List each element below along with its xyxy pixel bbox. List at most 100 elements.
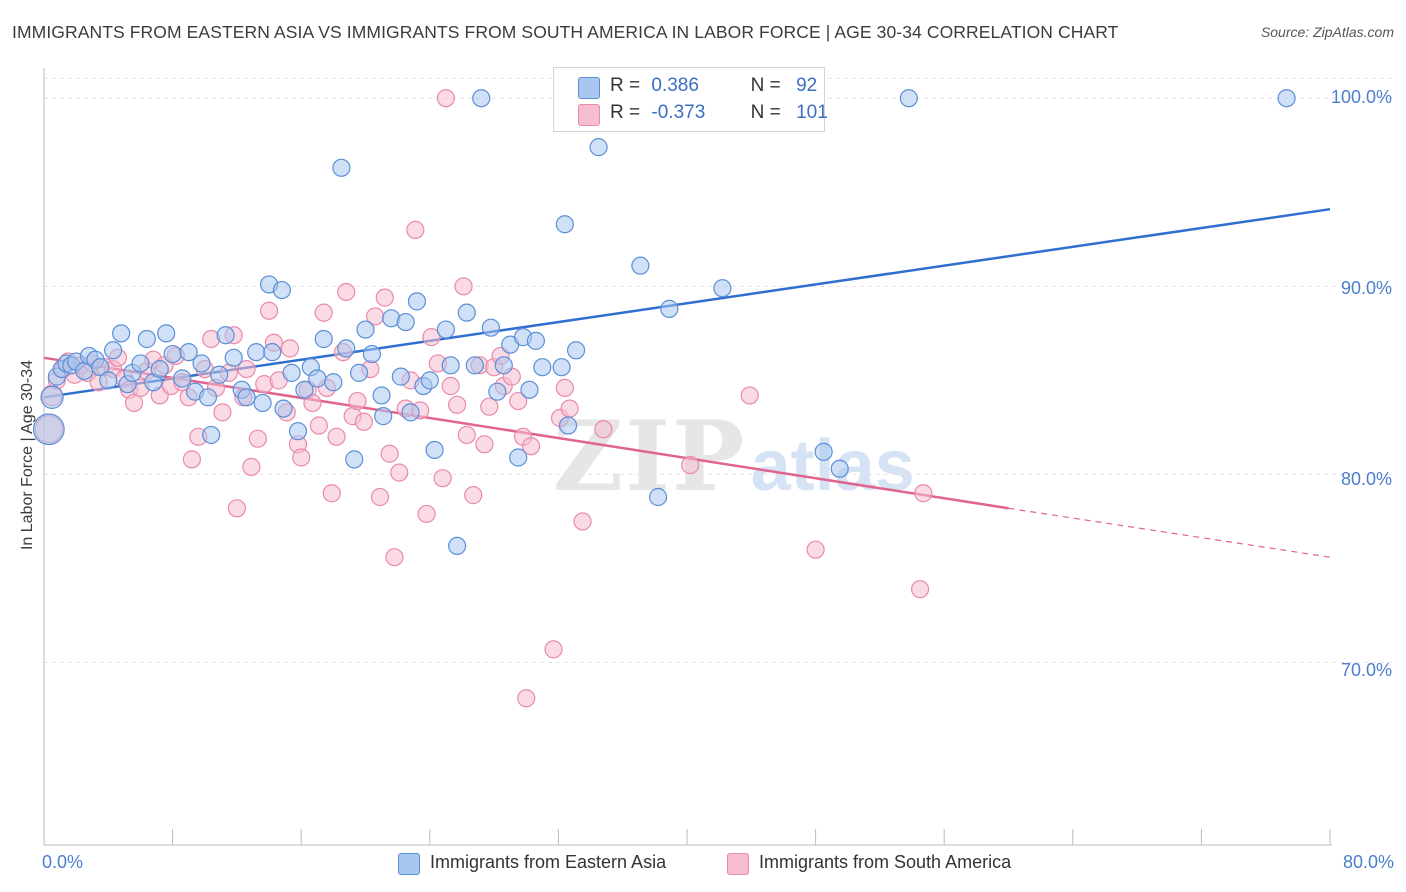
point-south-america: [348, 391, 367, 411]
watermark-zip: ZIP: [553, 400, 747, 513]
point-south-america: [573, 512, 592, 531]
chart-title: IMMIGRANTS FROM EASTERN ASIA VS IMMIGRAN…: [12, 22, 1119, 42]
point-eastern-asia: [349, 363, 369, 382]
point-south-america: [740, 386, 759, 405]
point-eastern-asia: [401, 403, 420, 422]
point-eastern-asia: [526, 331, 545, 350]
point-eastern-asia: [131, 354, 150, 373]
point-south-america: [327, 427, 346, 446]
point-eastern-asia: [396, 312, 415, 332]
point-south-america: [242, 457, 261, 477]
point-eastern-asia: [157, 324, 176, 343]
point-eastern-asia: [494, 356, 513, 375]
point-eastern-asia: [830, 459, 849, 478]
point-eastern-asia: [558, 416, 578, 435]
point-eastern-asia: [407, 292, 427, 311]
point-south-america: [303, 393, 322, 413]
point-eastern-asia: [589, 138, 608, 157]
point-south-america: [390, 463, 409, 482]
point-south-america: [560, 399, 579, 418]
point-eastern-asia: [448, 536, 467, 556]
point-south-america: [914, 484, 933, 503]
legend-row-south-america: R = -0.373 N = 101: [554, 102, 828, 128]
y-tick-100: 100.0%: [1330, 87, 1392, 107]
point-south-america: [457, 425, 476, 445]
point-eastern-asia: [237, 388, 256, 407]
point-eastern-asia: [263, 343, 282, 362]
points-south-america: [34, 89, 933, 708]
point-eastern-asia: [337, 339, 356, 358]
point-eastern-asia: [216, 326, 235, 345]
point-eastern-asia: [481, 318, 500, 337]
point-eastern-asia: [112, 324, 131, 343]
point-eastern-asia: [420, 371, 439, 390]
point-eastern-asia: [555, 215, 574, 234]
source-label: Source: ZipAtlas.com: [1260, 24, 1394, 40]
legend-label-south-america: Immigrants from South America: [759, 852, 1012, 872]
point-south-america: [441, 376, 460, 396]
point-south-america: [436, 89, 455, 108]
point-eastern-asia: [362, 344, 382, 364]
point-eastern-asia: [465, 356, 484, 375]
point-south-america: [370, 487, 390, 507]
point-eastern-asia: [713, 279, 732, 298]
point-eastern-asia: [192, 354, 211, 373]
point-south-america: [681, 455, 700, 475]
point-south-america: [433, 469, 452, 488]
legend-r-label: R =: [610, 75, 641, 96]
point-eastern-asia: [253, 393, 272, 413]
point-south-america: [280, 339, 300, 358]
point-eastern-asia: [345, 450, 364, 469]
y-tick-70: 70.0%: [1340, 660, 1392, 680]
point-south-america: [517, 689, 536, 708]
point-south-america: [454, 277, 473, 296]
point-eastern-asia: [274, 399, 293, 418]
point-eastern-asia: [441, 356, 460, 375]
point-south-america: [354, 412, 373, 431]
point-south-america: [380, 444, 399, 463]
point-eastern-asia: [288, 422, 308, 441]
point-eastern-asia: [566, 341, 586, 360]
x-tick-0: 0.0%: [42, 852, 84, 872]
point-south-america: [259, 301, 279, 320]
point-eastern-asia: [104, 341, 123, 360]
points-eastern-asia: [32, 89, 1296, 556]
y-axis-label: In Labor Force | Age 30-34: [19, 359, 36, 551]
point-eastern-asia: [533, 358, 552, 377]
point-south-america: [464, 486, 483, 505]
point-eastern-asia: [391, 367, 410, 386]
legend-swatch-pink: [727, 853, 749, 875]
point-south-america: [322, 484, 341, 503]
point-south-america: [475, 435, 494, 454]
point-eastern-asia: [91, 358, 110, 377]
point-eastern-asia: [295, 380, 314, 399]
point-eastern-asia: [137, 329, 156, 349]
point-south-america: [248, 429, 267, 448]
point-eastern-asia: [660, 299, 679, 318]
legend-row-eastern-asia: R = 0.386 N = 92: [554, 75, 824, 101]
point-south-america: [422, 328, 441, 347]
point-eastern-asia: [224, 348, 243, 367]
point-eastern-asia: [372, 386, 391, 405]
correlation-legend: R = 0.386 N = 92 R = -0.373 N = 101: [553, 67, 828, 132]
point-eastern-asia: [814, 442, 833, 461]
point-south-america: [594, 420, 613, 439]
x-tick-80: 80.0%: [1342, 852, 1394, 872]
point-south-america: [309, 416, 328, 435]
point-south-america: [314, 303, 333, 322]
legend-r-value: 0.386: [651, 75, 699, 96]
point-south-america: [417, 504, 436, 524]
point-eastern-asia: [1277, 89, 1296, 108]
legend-n-value: 101: [796, 102, 828, 123]
point-eastern-asia: [631, 256, 650, 275]
point-eastern-asia: [899, 89, 918, 108]
trend-line-eastern-asia: [43, 207, 1331, 399]
point-eastern-asia: [163, 344, 182, 364]
point-eastern-asia: [374, 407, 393, 426]
point-south-america: [806, 540, 825, 559]
point-south-america: [337, 282, 356, 302]
legend-label-eastern-asia: Immigrants from Eastern Asia: [430, 852, 667, 872]
point-south-america: [237, 359, 256, 379]
point-eastern-asia: [308, 369, 327, 388]
